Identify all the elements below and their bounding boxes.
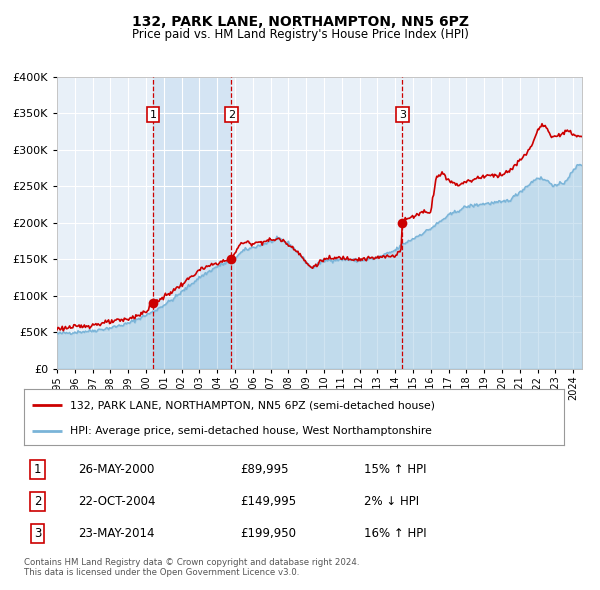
Text: 2% ↓ HPI: 2% ↓ HPI (364, 495, 419, 508)
Text: 3: 3 (399, 110, 406, 120)
Text: 2: 2 (228, 110, 235, 120)
Text: HPI: Average price, semi-detached house, West Northamptonshire: HPI: Average price, semi-detached house,… (70, 426, 432, 436)
Text: 132, PARK LANE, NORTHAMPTON, NN5 6PZ (semi-detached house): 132, PARK LANE, NORTHAMPTON, NN5 6PZ (se… (70, 400, 435, 410)
Text: 23-MAY-2014: 23-MAY-2014 (78, 527, 155, 540)
Text: 3: 3 (34, 527, 41, 540)
Text: 22-OCT-2004: 22-OCT-2004 (78, 495, 155, 508)
Text: Price paid vs. HM Land Registry's House Price Index (HPI): Price paid vs. HM Land Registry's House … (131, 28, 469, 41)
Text: This data is licensed under the Open Government Licence v3.0.: This data is licensed under the Open Gov… (24, 568, 299, 576)
Text: £199,950: £199,950 (240, 527, 296, 540)
Text: 16% ↑ HPI: 16% ↑ HPI (364, 527, 427, 540)
Text: £149,995: £149,995 (240, 495, 296, 508)
Text: 1: 1 (34, 463, 41, 476)
Text: 15% ↑ HPI: 15% ↑ HPI (364, 463, 427, 476)
Text: Contains HM Land Registry data © Crown copyright and database right 2024.: Contains HM Land Registry data © Crown c… (24, 558, 359, 566)
Text: 2: 2 (34, 495, 41, 508)
Text: 1: 1 (149, 110, 157, 120)
Bar (153, 77, 232, 369)
Text: 132, PARK LANE, NORTHAMPTON, NN5 6PZ: 132, PARK LANE, NORTHAMPTON, NN5 6PZ (131, 15, 469, 29)
Text: £89,995: £89,995 (240, 463, 289, 476)
Text: 26-MAY-2000: 26-MAY-2000 (78, 463, 154, 476)
